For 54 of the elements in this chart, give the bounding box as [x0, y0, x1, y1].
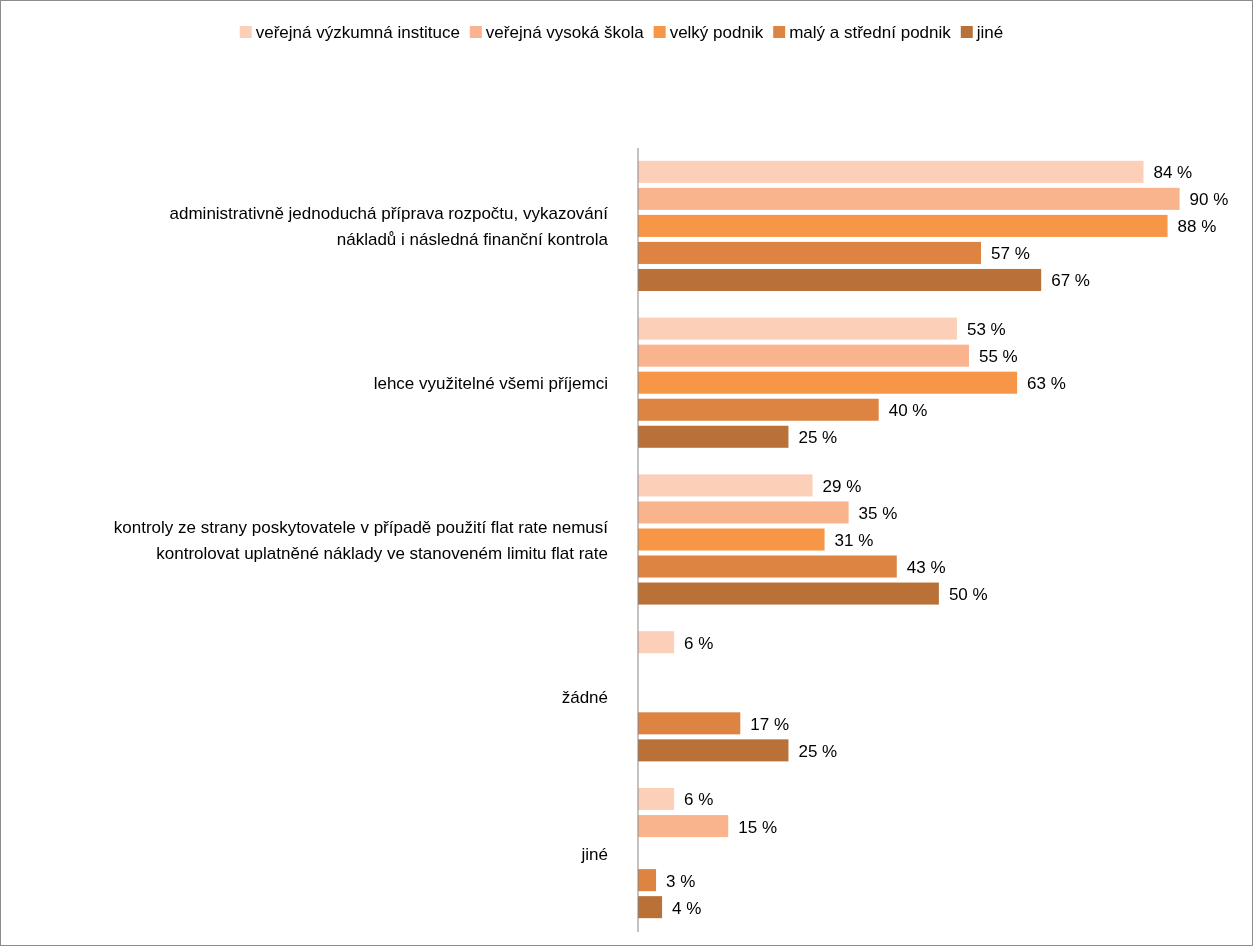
bar: [638, 631, 675, 654]
data-label: 25 %: [798, 428, 838, 448]
bar: [638, 739, 789, 762]
data-label: 6 %: [684, 633, 714, 653]
data-label: 40 %: [888, 401, 928, 421]
bar: [638, 317, 957, 340]
data-label: 4 %: [672, 898, 702, 918]
legend-label: velký podnik: [669, 22, 764, 42]
data-label: 63 %: [1027, 374, 1066, 394]
bar: [638, 582, 939, 605]
data-label: 67 %: [1051, 271, 1090, 291]
data-label: 43 %: [906, 557, 946, 577]
y-tick-label: lehce využitelné všemi příjemci: [373, 374, 608, 394]
y-tick-label: jiné: [580, 844, 608, 864]
data-label: 25 %: [798, 741, 838, 761]
bar: [638, 869, 657, 892]
bar: [638, 268, 1042, 291]
data-label: 90 %: [1189, 190, 1229, 210]
bar: [638, 501, 849, 524]
bar: [638, 187, 1180, 210]
data-label: 50 %: [948, 585, 988, 605]
legend-label: veřejná vysoká škola: [485, 22, 645, 42]
bar: [638, 712, 741, 735]
data-label: 3 %: [666, 871, 696, 891]
bar: [638, 788, 675, 811]
data-label: 57 %: [991, 244, 1030, 264]
legend-label: malý a střední podnik: [789, 22, 952, 42]
bar: [638, 425, 789, 448]
y-tick-label: administrativně jednoduchá příprava rozpočtu, vykazování nákladů i následná finanční kontrola: [169, 204, 609, 250]
bar: [638, 214, 1168, 237]
data-label: 6 %: [684, 790, 714, 810]
data-label: 31 %: [834, 530, 874, 550]
bar: [638, 344, 969, 367]
bar: [638, 371, 1018, 394]
legend-label: jiné: [975, 22, 1004, 42]
legend-label: veřejná výzkumná instituce: [255, 22, 460, 42]
bar: [638, 896, 663, 919]
data-label: 53 %: [966, 320, 1006, 340]
bar: [638, 241, 982, 264]
data-label: 15 %: [738, 817, 778, 837]
bar: [638, 398, 879, 421]
bar: [638, 815, 729, 838]
bar: [638, 474, 813, 497]
y-tick-label: žádné: [561, 687, 608, 707]
bar: [638, 528, 825, 551]
data-label: 17 %: [750, 714, 790, 734]
bar: [638, 160, 1144, 183]
data-label: 84 %: [1153, 163, 1193, 183]
y-tick-label: kontroly ze strany poskytovatele v případě použití flat rate nemusí kontrolovat uplatněné náklady ve stanoveném limitu flat rate: [113, 517, 609, 563]
data-label: 55 %: [978, 347, 1018, 367]
bar: [638, 555, 897, 578]
data-label: 29 %: [822, 476, 862, 496]
data-label: 35 %: [858, 503, 898, 523]
data-label: 88 %: [1177, 217, 1217, 237]
